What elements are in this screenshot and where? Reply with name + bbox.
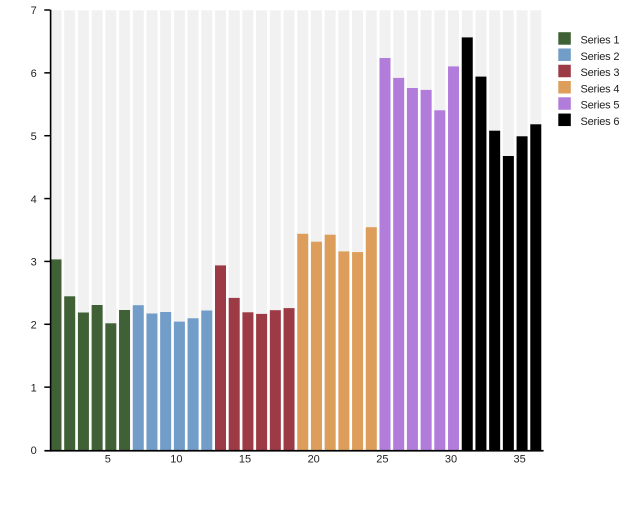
svg-text:25: 25 <box>376 454 388 466</box>
svg-text:6: 6 <box>31 68 37 80</box>
svg-text:3: 3 <box>31 257 37 269</box>
svg-text:15: 15 <box>239 454 251 466</box>
svg-text:Series 1: Series 1 <box>581 35 620 47</box>
svg-text:4: 4 <box>31 194 37 206</box>
svg-text:Series 2: Series 2 <box>581 51 620 63</box>
svg-text:35: 35 <box>514 454 526 466</box>
svg-text:Series 4: Series 4 <box>581 83 620 95</box>
svg-text:5: 5 <box>105 454 111 466</box>
svg-text:Series 3: Series 3 <box>581 67 620 79</box>
svg-text:7: 7 <box>31 5 37 17</box>
svg-text:1: 1 <box>31 382 37 394</box>
svg-text:30: 30 <box>445 454 457 466</box>
svg-text:0: 0 <box>31 445 37 457</box>
svg-text:2: 2 <box>31 319 37 331</box>
svg-text:10: 10 <box>170 454 182 466</box>
svg-text:Series 6: Series 6 <box>581 116 620 128</box>
svg-text:20: 20 <box>308 454 320 466</box>
svg-text:5: 5 <box>31 131 37 143</box>
svg-text:Series 5: Series 5 <box>581 100 620 112</box>
